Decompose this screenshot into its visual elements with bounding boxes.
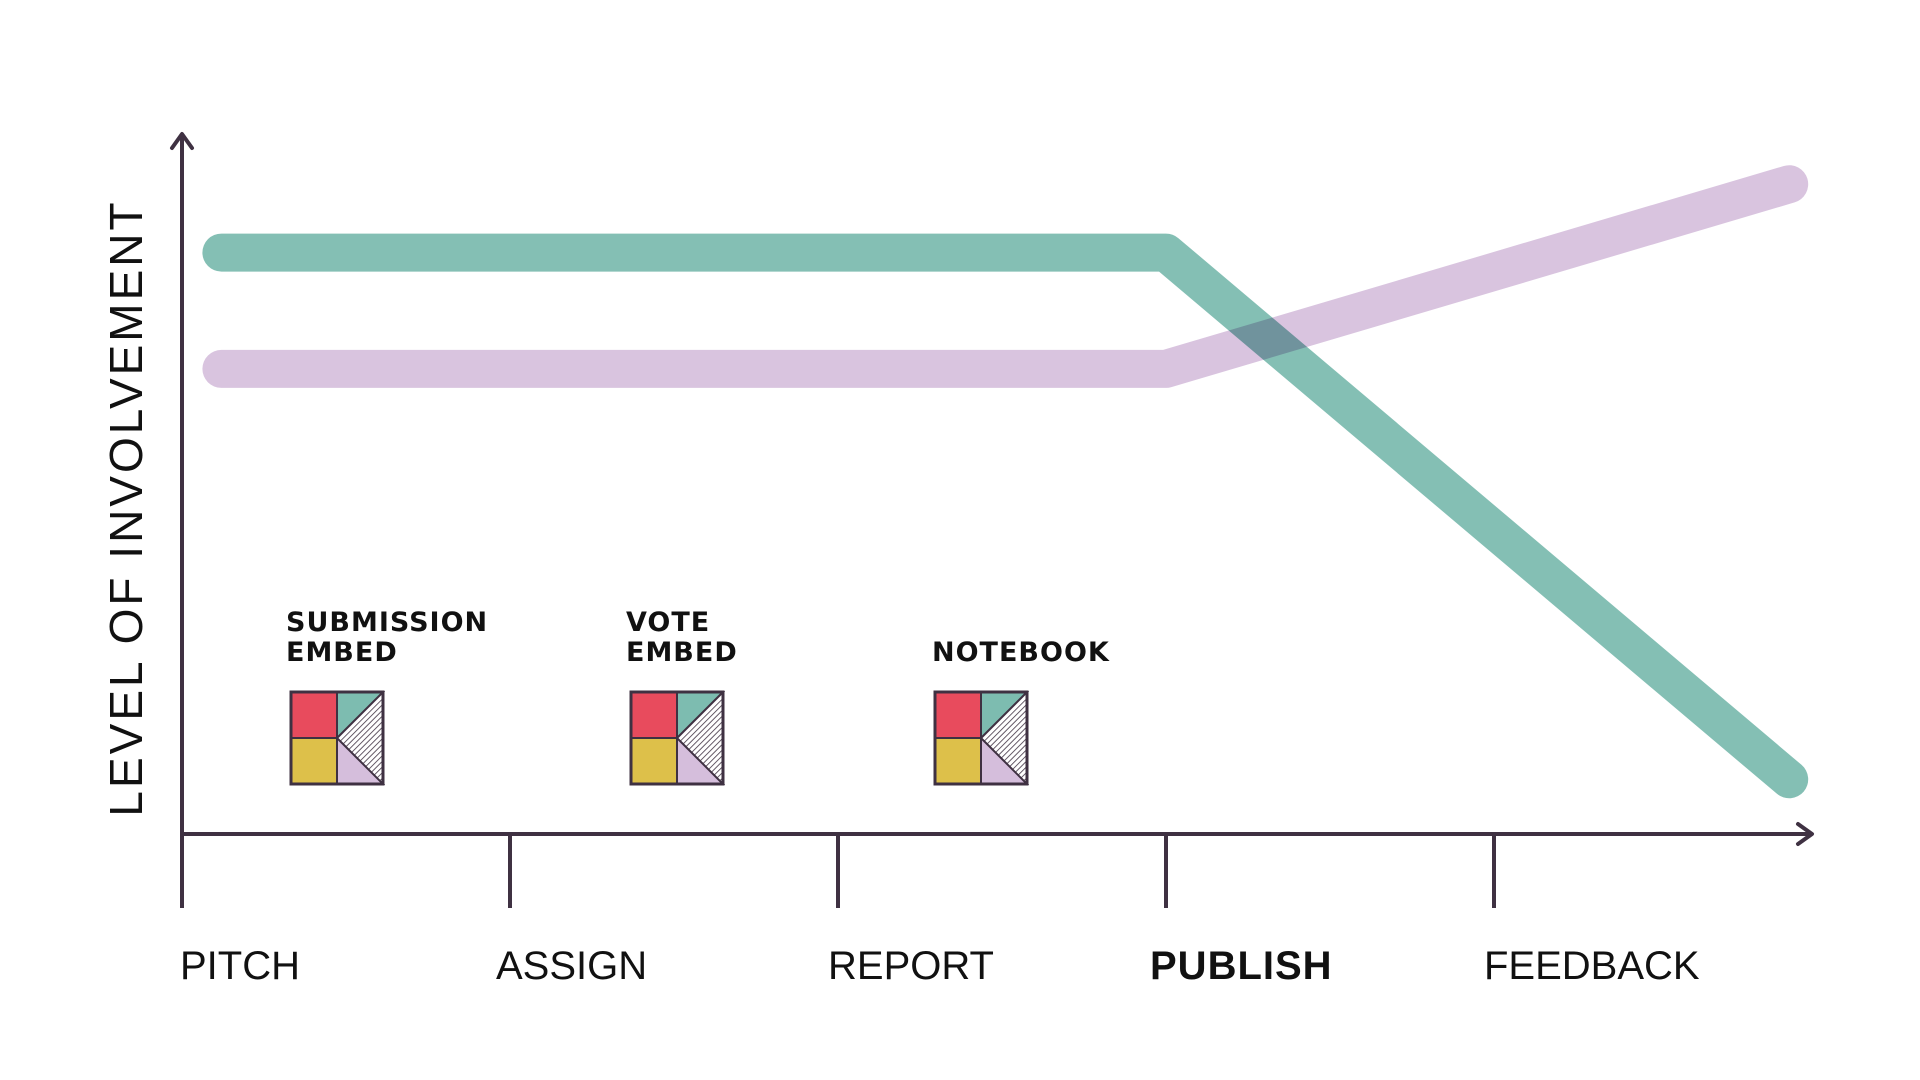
quadrant-logo-icon bbox=[629, 690, 725, 786]
tool-label-line: EMBED bbox=[286, 637, 398, 668]
icon-frame bbox=[289, 690, 385, 786]
tool-label-line: NOTEBOOK bbox=[932, 637, 1110, 668]
icon-frame bbox=[933, 690, 1029, 786]
tool-label-line: EMBED bbox=[626, 637, 738, 668]
x-axis-arrow-icon bbox=[1796, 822, 1814, 846]
stage-label-assign: ASSIGN bbox=[496, 944, 648, 988]
icon-frame bbox=[629, 690, 725, 786]
series-line-1 bbox=[202, 233, 1809, 799]
icon-quadrant-red bbox=[934, 691, 982, 739]
icon-quadrant-yellow bbox=[290, 737, 338, 785]
stage-label-publish: PUBLISH bbox=[1150, 944, 1333, 988]
series-line-2 bbox=[202, 165, 1809, 388]
quadrant-logo-icon bbox=[933, 690, 1029, 786]
stage-label-pitch: PITCH bbox=[180, 944, 300, 988]
tool-label-line: SUBMISSION bbox=[286, 607, 489, 638]
icon-quadrant-red bbox=[290, 691, 338, 739]
y-axis-label-text: LEVEL OF INVOLVEMENT bbox=[100, 199, 152, 817]
icon-quadrant-yellow bbox=[630, 737, 678, 785]
quadrant-logo-icon bbox=[289, 690, 385, 786]
icon-quadrant-red bbox=[630, 691, 678, 739]
tool-label-line: VOTE bbox=[626, 607, 711, 638]
stage-label-feedback: FEEDBACK bbox=[1484, 944, 1700, 988]
stage-label-report: REPORT bbox=[828, 944, 994, 988]
y-axis-arrow-icon bbox=[170, 132, 194, 150]
icon-quadrant-yellow bbox=[934, 737, 982, 785]
tool-notebook: NOTEBOOK bbox=[932, 638, 1110, 668]
tool-vote-embed: VOTE EMBED bbox=[626, 608, 738, 668]
tool-submission-embed: SUBMISSION EMBED bbox=[286, 608, 488, 668]
